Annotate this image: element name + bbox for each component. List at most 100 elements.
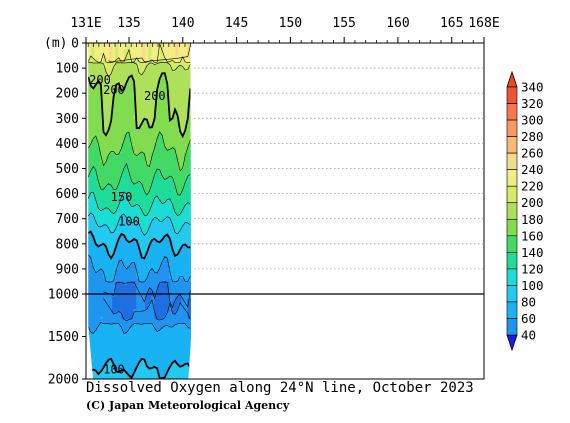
field-cell <box>142 224 146 229</box>
field-cell <box>151 181 155 185</box>
field-cell <box>100 324 104 328</box>
field-cell <box>172 278 176 283</box>
field-cell <box>157 174 161 179</box>
field-cell <box>151 171 155 176</box>
field-cell <box>118 366 122 370</box>
field-cell <box>175 281 179 286</box>
field-cell <box>145 184 149 188</box>
field-cell <box>178 351 182 355</box>
field-cell <box>88 199 92 204</box>
field-cell <box>157 133 161 138</box>
field-cell <box>115 371 119 375</box>
field-cell <box>124 324 128 328</box>
field-cell <box>175 96 179 101</box>
field-cell <box>178 324 182 328</box>
field-cell <box>181 52 185 57</box>
contour-value-label: 100 <box>103 362 125 376</box>
field-cell <box>151 272 155 276</box>
field-cell <box>151 165 155 170</box>
field-cell <box>97 314 101 318</box>
field-cell <box>145 336 149 340</box>
field-cell <box>94 137 98 141</box>
contour-260 <box>108 45 191 63</box>
field-cell <box>169 278 173 283</box>
field-cell <box>121 316 125 320</box>
field-cell <box>106 314 110 318</box>
field-cell <box>88 316 92 320</box>
field-cell <box>157 346 161 350</box>
field-cell <box>160 228 164 232</box>
field-cell <box>91 140 95 144</box>
field-cell <box>163 253 167 257</box>
field-cell <box>184 304 188 308</box>
field-cell <box>169 203 173 207</box>
x-tick-label: 150 <box>279 16 302 31</box>
field-cell <box>124 329 128 333</box>
field-cell <box>100 124 104 129</box>
field-cell <box>148 316 152 320</box>
field-cell <box>175 306 179 310</box>
field-cell <box>100 309 104 313</box>
colorbar-label: 200 <box>521 195 544 210</box>
field-cell <box>97 155 101 160</box>
field-cell <box>118 268 122 273</box>
field-cell <box>91 284 95 289</box>
field-cell <box>130 256 134 261</box>
field-cell <box>118 243 122 248</box>
field-cell <box>166 143 170 148</box>
field-cell <box>178 366 182 370</box>
field-cell <box>109 243 113 248</box>
field-cell <box>178 155 182 160</box>
field-cell <box>181 339 185 343</box>
field-cell <box>142 143 146 148</box>
field-cell <box>88 224 92 229</box>
field-cell <box>100 171 104 176</box>
field-cell <box>172 281 176 286</box>
field-cell <box>139 77 143 82</box>
field-cell <box>163 196 167 201</box>
field-cell <box>88 196 92 201</box>
field-cell <box>118 143 122 148</box>
field-cell <box>100 364 104 368</box>
field-cell <box>151 52 155 57</box>
field-cell <box>139 80 143 85</box>
field-cell <box>127 366 131 370</box>
field-cell <box>142 64 146 69</box>
field-cell <box>160 115 164 119</box>
field-cell <box>97 329 101 333</box>
field-cell <box>130 215 134 220</box>
field-cell <box>91 366 95 370</box>
field-cell <box>157 190 161 195</box>
field-cell <box>121 203 125 207</box>
field-cell <box>139 309 143 313</box>
field-cell <box>175 359 179 363</box>
field-cell <box>97 127 101 132</box>
colorbar-swatch <box>506 103 518 121</box>
field-cell <box>118 203 122 207</box>
field-cell <box>100 74 104 79</box>
field-cell <box>118 162 122 166</box>
field-cell <box>184 46 188 50</box>
field-cell <box>157 43 161 47</box>
field-cell <box>91 118 95 123</box>
field-cell <box>88 259 92 264</box>
field-cell <box>109 174 113 179</box>
field-cell <box>163 341 167 345</box>
field-cell <box>118 301 122 305</box>
field-cell <box>130 99 134 104</box>
field-cell <box>100 272 104 276</box>
field-cell <box>139 306 143 310</box>
field-cell <box>160 68 164 72</box>
field-cell <box>148 74 152 79</box>
field-cell <box>91 281 95 286</box>
field-cell <box>169 369 173 373</box>
x-tick-label: 168E <box>468 16 499 31</box>
field-cell <box>97 52 101 57</box>
field-cell <box>187 246 191 251</box>
field-cell <box>112 181 116 185</box>
field-cell <box>127 64 131 69</box>
field-cell <box>166 299 170 303</box>
field-cell <box>118 93 122 97</box>
field-cell <box>97 301 101 305</box>
field-cell <box>142 294 146 298</box>
